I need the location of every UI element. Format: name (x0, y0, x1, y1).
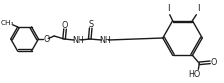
Text: O: O (211, 58, 217, 67)
Text: O: O (43, 35, 50, 43)
Text: I: I (168, 4, 170, 13)
Text: I: I (197, 4, 200, 13)
Text: CH₃: CH₃ (1, 20, 15, 26)
Text: HO: HO (188, 70, 200, 79)
Text: O: O (62, 21, 68, 29)
Text: S: S (88, 20, 93, 28)
Text: NH: NH (100, 36, 111, 44)
Text: NH: NH (72, 36, 84, 44)
